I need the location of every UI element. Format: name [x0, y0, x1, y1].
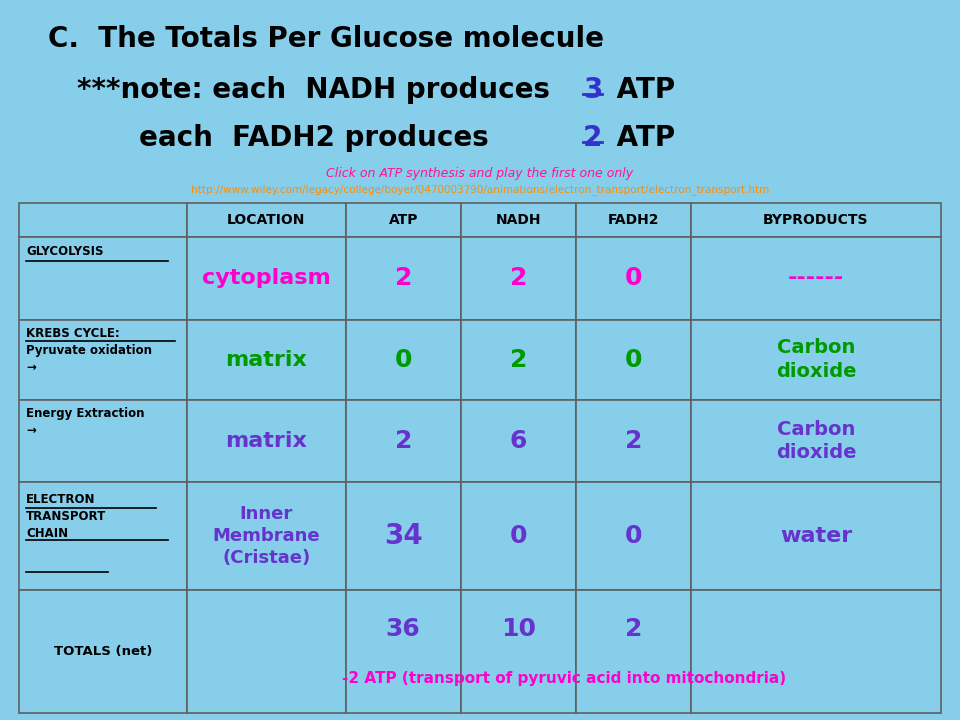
- Bar: [576, 400, 691, 482]
- Bar: [19, 203, 187, 237]
- Bar: [691, 590, 941, 713]
- Text: matrix: matrix: [226, 350, 307, 369]
- Bar: [346, 590, 461, 713]
- Bar: [461, 320, 576, 400]
- Bar: [187, 203, 346, 237]
- Text: NADH: NADH: [495, 213, 541, 227]
- Text: 0: 0: [395, 348, 412, 372]
- Text: FADH2: FADH2: [608, 213, 660, 227]
- Bar: [187, 482, 346, 590]
- Text: ------: ------: [788, 269, 844, 288]
- Text: TOTALS (net): TOTALS (net): [54, 645, 153, 658]
- Text: 0: 0: [625, 266, 642, 290]
- Bar: [19, 320, 187, 400]
- Text: 2: 2: [395, 429, 412, 453]
- Text: 3: 3: [583, 76, 602, 104]
- Text: ATP: ATP: [607, 76, 675, 104]
- Text: ***note: each  NADH produces: ***note: each NADH produces: [77, 76, 560, 104]
- Bar: [691, 320, 941, 400]
- Text: 0: 0: [510, 524, 527, 548]
- Text: 2: 2: [625, 429, 642, 453]
- Bar: [19, 400, 187, 482]
- Text: -2 ATP (transport of pyruvic acid into mitochondria): -2 ATP (transport of pyruvic acid into m…: [342, 671, 786, 686]
- Text: Carbon
dioxide: Carbon dioxide: [776, 338, 856, 381]
- Bar: [576, 590, 691, 713]
- Text: ATP: ATP: [607, 124, 675, 152]
- Bar: [346, 237, 461, 320]
- Text: 2: 2: [625, 617, 642, 642]
- Text: water: water: [780, 526, 852, 546]
- Text: GLYCOLYSIS: GLYCOLYSIS: [26, 246, 104, 258]
- Text: ATP: ATP: [389, 213, 418, 227]
- Bar: [691, 203, 941, 237]
- Text: 2: 2: [395, 266, 412, 290]
- Text: Inner
Membrane
(Cristae): Inner Membrane (Cristae): [212, 505, 321, 567]
- Bar: [187, 237, 346, 320]
- Bar: [576, 203, 691, 237]
- Bar: [461, 237, 576, 320]
- Bar: [187, 320, 346, 400]
- Bar: [576, 482, 691, 590]
- Bar: [576, 237, 691, 320]
- Text: 2: 2: [510, 348, 527, 372]
- Text: KREBS CYCLE:
Pyruvate oxidation
→: KREBS CYCLE: Pyruvate oxidation →: [26, 327, 152, 374]
- Text: 36: 36: [386, 617, 420, 642]
- Bar: [691, 482, 941, 590]
- Bar: [346, 203, 461, 237]
- Text: 0: 0: [625, 348, 642, 372]
- Text: 2: 2: [583, 124, 602, 152]
- Text: each  FADH2 produces: each FADH2 produces: [139, 124, 498, 152]
- Bar: [19, 590, 187, 713]
- Text: 34: 34: [384, 522, 422, 550]
- Bar: [346, 482, 461, 590]
- Bar: [461, 400, 576, 482]
- Text: Click on ATP synthesis and play the first one only: Click on ATP synthesis and play the firs…: [326, 167, 634, 180]
- Bar: [691, 237, 941, 320]
- Bar: [187, 400, 346, 482]
- Bar: [461, 482, 576, 590]
- Bar: [19, 237, 187, 320]
- Bar: [346, 400, 461, 482]
- Text: 0: 0: [625, 524, 642, 548]
- Text: Carbon
dioxide: Carbon dioxide: [776, 420, 856, 462]
- Text: http://www.wiley.com/legacy/college/boyer/0470003790/animations/electron_transpo: http://www.wiley.com/legacy/college/boye…: [191, 184, 769, 194]
- Text: BYPRODUCTS: BYPRODUCTS: [763, 213, 869, 227]
- Bar: [19, 482, 187, 590]
- Text: LOCATION: LOCATION: [228, 213, 305, 227]
- Bar: [461, 590, 576, 713]
- Text: 6: 6: [510, 429, 527, 453]
- Text: cytoplasm: cytoplasm: [202, 269, 331, 288]
- Bar: [461, 203, 576, 237]
- Text: C.  The Totals Per Glucose molecule: C. The Totals Per Glucose molecule: [48, 25, 604, 53]
- Text: ELECTRON
TRANSPORT
CHAIN: ELECTRON TRANSPORT CHAIN: [26, 493, 107, 540]
- Bar: [576, 320, 691, 400]
- Bar: [691, 400, 941, 482]
- Text: Energy Extraction
→: Energy Extraction →: [26, 407, 144, 437]
- Text: matrix: matrix: [226, 431, 307, 451]
- Bar: [187, 590, 346, 713]
- Text: 10: 10: [501, 617, 536, 642]
- Text: 2: 2: [510, 266, 527, 290]
- Bar: [346, 320, 461, 400]
